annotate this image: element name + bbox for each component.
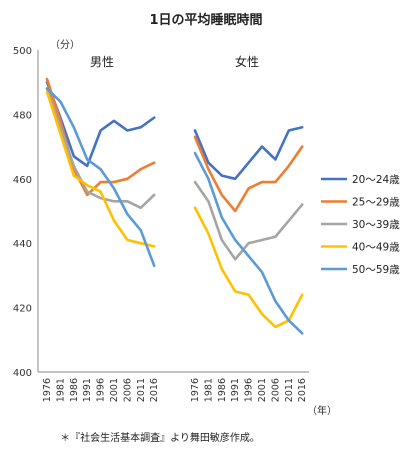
legend: 20～24歳 25～29歳 30～39歳 40～49歳 50～59歳 bbox=[321, 174, 400, 276]
x-tick-label: 1991 bbox=[82, 378, 93, 402]
x-tick-label: 1991 bbox=[230, 378, 241, 402]
legend-label: 25～29歳 bbox=[352, 197, 400, 209]
x-tick-label: 2011 bbox=[284, 378, 295, 402]
legend-item: 30～39歳 bbox=[321, 219, 400, 231]
series-line-30～39歳 bbox=[45, 87, 156, 210]
legend-label: 50～59歳 bbox=[352, 264, 400, 276]
x-tick-label: 1996 bbox=[244, 378, 255, 402]
legend-item: 20～24歳 bbox=[321, 174, 400, 186]
x-tick-label: 2001 bbox=[109, 378, 120, 402]
series-line-50～59歳 bbox=[193, 151, 304, 335]
x-axis-unit-label: （年） bbox=[307, 404, 337, 417]
panel-label: 男性 bbox=[90, 55, 114, 69]
panel-male: 男性 1976 1981 1986 1991 1996 2001 2006 2011 2016 bbox=[42, 55, 160, 402]
series-line-40～49歳 bbox=[193, 206, 304, 329]
x-tick-label: 1996 bbox=[96, 378, 107, 402]
series-line-50～59歳 bbox=[45, 87, 156, 268]
source-note: ＊『社会生活基本調査』より舞田敏彦作成。 bbox=[60, 431, 260, 444]
legend-item: 50～59歳 bbox=[321, 264, 400, 276]
series-line-25～29歳 bbox=[193, 135, 304, 213]
legend-item: 40～49歳 bbox=[321, 242, 400, 254]
x-tick-label: 2006 bbox=[270, 378, 281, 402]
chart-title: 1日の平均睡眠時間 bbox=[149, 12, 262, 28]
x-tick-label: 1986 bbox=[69, 378, 80, 402]
x-tick-label: 2001 bbox=[257, 378, 268, 402]
x-tick-label: 1976 bbox=[42, 378, 53, 402]
x-tick-label: 2006 bbox=[122, 378, 133, 402]
y-tick-label: 500 bbox=[13, 46, 32, 57]
panel-female: 女性 1976 1981 1986 1991 1996 2001 2006 2011 2016 bbox=[190, 54, 308, 402]
series-line-20～24歳 bbox=[45, 80, 156, 168]
y-axis-ticks: 400 420 440 460 480 500 bbox=[13, 46, 32, 379]
x-tick-label: 2011 bbox=[136, 378, 147, 402]
legend-label: 40～49歳 bbox=[352, 242, 400, 254]
x-tick-label: 1976 bbox=[190, 378, 201, 402]
legend-label: 30～39歳 bbox=[352, 219, 400, 231]
y-tick-label: 440 bbox=[13, 239, 32, 250]
series-line-40～49歳 bbox=[45, 90, 156, 248]
y-tick-label: 400 bbox=[13, 368, 32, 379]
legend-label: 20～24歳 bbox=[352, 174, 400, 186]
y-tick-label: 480 bbox=[13, 110, 32, 121]
x-tick-label: 1986 bbox=[217, 378, 228, 402]
y-axis-unit-label: （分） bbox=[50, 39, 80, 51]
x-tick-label: 2016 bbox=[149, 378, 160, 402]
x-tick-label: 1981 bbox=[55, 378, 66, 402]
y-tick-label: 420 bbox=[13, 304, 32, 315]
series-line-20～24歳 bbox=[193, 125, 304, 181]
series-line-30～39歳 bbox=[193, 180, 304, 261]
x-tick-label: 1981 bbox=[203, 378, 214, 402]
x-tick-label: 2016 bbox=[297, 378, 308, 402]
legend-item: 25～29歳 bbox=[321, 197, 400, 209]
y-tick-label: 460 bbox=[13, 175, 32, 186]
panel-label: 女性 bbox=[235, 54, 259, 69]
